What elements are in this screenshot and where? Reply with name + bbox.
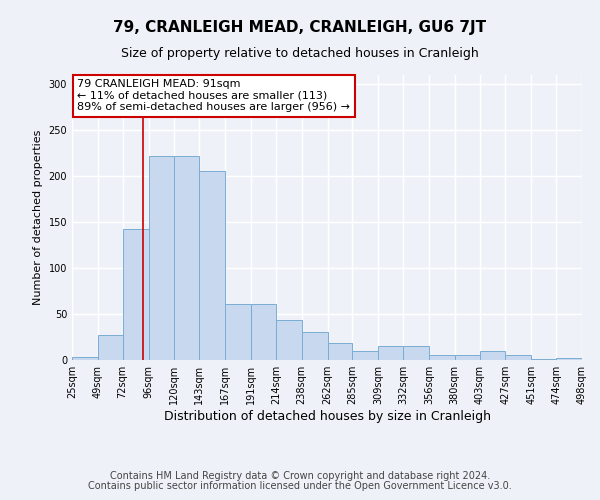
Text: 79, CRANLEIGH MEAD, CRANLEIGH, GU6 7JT: 79, CRANLEIGH MEAD, CRANLEIGH, GU6 7JT bbox=[113, 20, 487, 35]
Bar bbox=[98, 335, 122, 360]
Bar bbox=[122, 228, 149, 360]
Bar bbox=[175, 156, 199, 360]
Bar bbox=[328, 342, 352, 360]
Bar bbox=[403, 346, 429, 360]
Bar bbox=[429, 356, 455, 360]
Bar bbox=[225, 304, 251, 360]
X-axis label: Distribution of detached houses by size in Cranleigh: Distribution of detached houses by size … bbox=[163, 410, 491, 423]
Bar bbox=[352, 351, 378, 360]
Text: Size of property relative to detached houses in Cranleigh: Size of property relative to detached ho… bbox=[121, 48, 479, 60]
Bar bbox=[149, 156, 175, 360]
Bar bbox=[556, 358, 582, 360]
Bar bbox=[505, 356, 532, 360]
Bar bbox=[532, 359, 556, 360]
Bar bbox=[479, 351, 505, 360]
Bar bbox=[199, 170, 225, 360]
Bar bbox=[378, 346, 403, 360]
Bar bbox=[72, 357, 98, 360]
Bar bbox=[276, 320, 302, 360]
Text: Contains public sector information licensed under the Open Government Licence v3: Contains public sector information licen… bbox=[88, 481, 512, 491]
Text: Contains HM Land Registry data © Crown copyright and database right 2024.: Contains HM Land Registry data © Crown c… bbox=[110, 471, 490, 481]
Bar bbox=[455, 356, 479, 360]
Text: 79 CRANLEIGH MEAD: 91sqm
← 11% of detached houses are smaller (113)
89% of semi-: 79 CRANLEIGH MEAD: 91sqm ← 11% of detach… bbox=[77, 80, 350, 112]
Bar bbox=[302, 332, 328, 360]
Y-axis label: Number of detached properties: Number of detached properties bbox=[33, 130, 43, 305]
Bar bbox=[251, 304, 276, 360]
